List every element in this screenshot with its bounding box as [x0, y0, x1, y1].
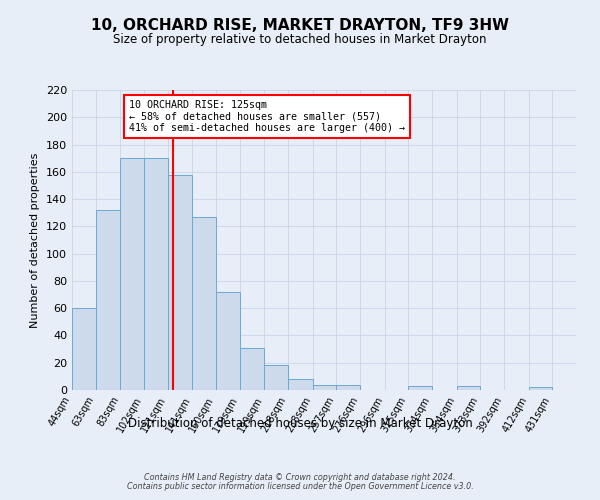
Bar [265, 366, 288, 390]
Bar [288, 379, 313, 390]
Bar [95, 210, 121, 390]
Text: 10, ORCHARD RISE, MARKET DRAYTON, TF9 3HW: 10, ORCHARD RISE, MARKET DRAYTON, TF9 3H… [91, 18, 509, 32]
Bar [167, 174, 193, 390]
Bar [144, 158, 167, 390]
Bar [121, 158, 144, 390]
Bar [529, 388, 553, 390]
Bar [216, 292, 239, 390]
Text: Contains public sector information licensed under the Open Government Licence v3: Contains public sector information licen… [127, 482, 473, 491]
Text: Contains HM Land Registry data © Crown copyright and database right 2024.: Contains HM Land Registry data © Crown c… [144, 473, 456, 482]
Y-axis label: Number of detached properties: Number of detached properties [31, 152, 40, 328]
Bar [239, 348, 265, 390]
Bar [313, 384, 337, 390]
Bar [457, 386, 481, 390]
Bar [193, 217, 216, 390]
Bar [337, 384, 360, 390]
Text: 10 ORCHARD RISE: 125sqm
← 58% of detached houses are smaller (557)
41% of semi-d: 10 ORCHARD RISE: 125sqm ← 58% of detache… [129, 100, 405, 132]
Bar [72, 308, 95, 390]
Bar [409, 386, 432, 390]
Text: Distribution of detached houses by size in Market Drayton: Distribution of detached houses by size … [128, 418, 472, 430]
Text: Size of property relative to detached houses in Market Drayton: Size of property relative to detached ho… [113, 32, 487, 46]
